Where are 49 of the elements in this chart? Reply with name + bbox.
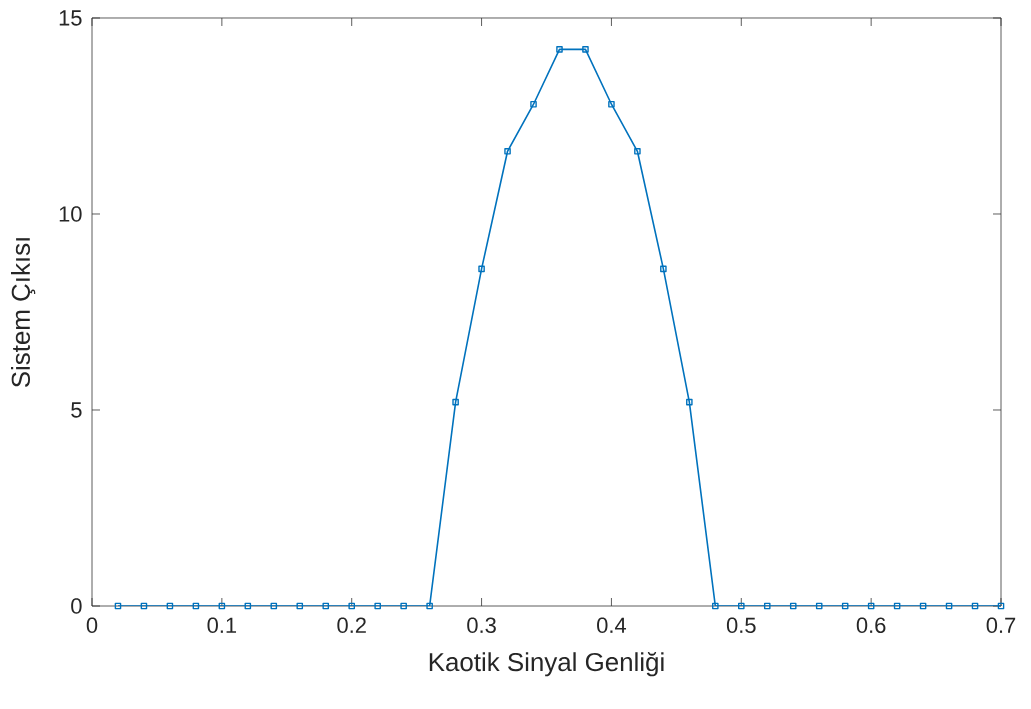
point: [841, 602, 849, 610]
point: [478, 265, 485, 273]
x-tick-label: 0.1: [207, 617, 237, 634]
point: [945, 602, 953, 610]
point: [504, 147, 511, 155]
point: [556, 46, 563, 53]
point: [686, 398, 693, 406]
y-tick-label: 5: [71, 402, 82, 418]
point: [919, 602, 927, 610]
point: [296, 602, 304, 610]
point: [192, 602, 200, 610]
y-tick-label: 0: [71, 598, 82, 614]
x-tick-label: 0: [86, 617, 98, 634]
point: [426, 602, 433, 610]
point: [582, 46, 589, 53]
x-axis-title: Kaotik Sinyal Genliği: [429, 651, 664, 677]
point: [997, 602, 1005, 610]
point: [971, 602, 979, 610]
x-tick-label: 0.4: [597, 617, 627, 634]
point: [660, 265, 667, 273]
x-tick-label: 0.2: [337, 617, 366, 634]
point: [738, 602, 745, 610]
point: [374, 602, 381, 610]
y-tick-label: 15: [59, 10, 82, 26]
point: [140, 602, 148, 610]
point: [763, 602, 771, 610]
y-tick-label: 10: [59, 206, 82, 222]
point: [322, 602, 330, 610]
point: [608, 100, 615, 108]
point: [218, 602, 226, 610]
point: [712, 602, 719, 610]
y-axis-title: Sistem Çıkısı: [11, 238, 36, 388]
x-tick-label: 0.6: [856, 617, 886, 634]
point: [634, 147, 641, 155]
x-tick-label: 0.5: [726, 617, 756, 634]
point: [452, 398, 459, 406]
point: [815, 602, 823, 610]
x-tick-label: 0.7: [986, 617, 1016, 634]
point: [348, 602, 356, 610]
point: [530, 100, 537, 108]
point: [789, 602, 797, 610]
point: [400, 602, 407, 610]
point: [166, 602, 174, 610]
point: [244, 602, 252, 610]
point: [114, 602, 122, 610]
x-tick-label: 0.3: [467, 617, 496, 634]
point: [893, 602, 901, 610]
point: [867, 602, 875, 610]
point: [270, 602, 278, 610]
